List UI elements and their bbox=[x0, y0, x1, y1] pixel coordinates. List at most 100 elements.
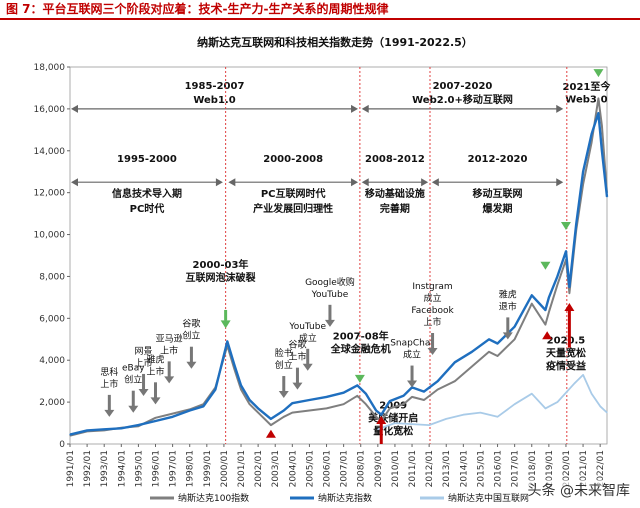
series-point bbox=[591, 141, 593, 143]
stimulus-arrowhead bbox=[376, 416, 387, 425]
series-point bbox=[283, 416, 285, 418]
event-label: Google收购 bbox=[305, 276, 355, 288]
series-point bbox=[291, 402, 293, 404]
x-tick-label: 2012/01 bbox=[425, 450, 435, 487]
series-point bbox=[343, 392, 345, 394]
series-point bbox=[601, 125, 603, 127]
callout-label: 天量宽松 bbox=[546, 346, 586, 359]
phase-arrow-left bbox=[71, 104, 78, 113]
x-tick-label: 2001/01 bbox=[237, 450, 247, 487]
x-tick-label: 1993/01 bbox=[100, 450, 110, 487]
phase-label-period: 2012-2020 bbox=[468, 154, 528, 165]
series-point bbox=[531, 294, 533, 296]
series-point bbox=[462, 414, 464, 416]
series-point bbox=[240, 384, 242, 386]
callout-label: 2020.5 bbox=[547, 335, 586, 346]
phase-label-period: 1995-2000 bbox=[117, 154, 177, 165]
y-tick-label: 8,000 bbox=[39, 272, 65, 282]
y-tick-label: 4,000 bbox=[39, 356, 65, 366]
x-tick-label: 1991/01 bbox=[66, 450, 76, 487]
callout-label: 2009 bbox=[379, 400, 407, 411]
series-point bbox=[544, 407, 547, 409]
series-point bbox=[356, 384, 358, 386]
series-point bbox=[582, 374, 584, 376]
series-point bbox=[488, 351, 490, 353]
x-tick-label: 2014/01 bbox=[459, 450, 469, 487]
x-tick-label: 1998/01 bbox=[186, 450, 196, 487]
series-point bbox=[411, 423, 413, 425]
callout-label: 2000-03年 bbox=[193, 258, 249, 271]
y-tick-label: 0 bbox=[59, 440, 65, 450]
x-tick-label: 2007/01 bbox=[340, 450, 350, 487]
series-point bbox=[248, 403, 251, 405]
series-point bbox=[411, 396, 413, 398]
series-point bbox=[402, 403, 405, 405]
event-arrowhead bbox=[104, 409, 115, 417]
x-tick-label: 2004/01 bbox=[288, 450, 298, 487]
y-tick-label: 2,000 bbox=[39, 398, 65, 408]
series-point bbox=[233, 363, 235, 366]
x-tick-label: 1997/01 bbox=[169, 450, 179, 487]
phase-label-detail: 爆发期 bbox=[483, 202, 513, 215]
phase-label-name: Web1.0 bbox=[193, 95, 235, 106]
series-point bbox=[380, 414, 382, 416]
series-point bbox=[325, 407, 328, 409]
trough-marker bbox=[265, 429, 276, 438]
event-arrowhead bbox=[278, 391, 289, 399]
event-label: 成立 bbox=[424, 292, 442, 304]
phase-arrow-left bbox=[361, 178, 369, 187]
phase-label-name: Web2.0+移动互联网 bbox=[412, 93, 513, 106]
series-point bbox=[365, 393, 367, 395]
series-point bbox=[556, 275, 559, 278]
phase-arrow-right bbox=[351, 104, 359, 113]
series-point bbox=[86, 429, 88, 431]
series-point bbox=[582, 183, 584, 185]
series-point bbox=[565, 250, 567, 252]
x-tick-label: 2022/01 bbox=[596, 450, 606, 487]
series-point bbox=[308, 399, 311, 401]
callout-label: 全球金融危机 bbox=[330, 342, 391, 355]
y-tick-label: 14,000 bbox=[34, 147, 66, 157]
series-point bbox=[531, 303, 533, 305]
event-label: Facebook bbox=[411, 306, 454, 316]
series-point bbox=[573, 382, 576, 384]
event-arrowhead bbox=[186, 361, 197, 369]
series-point bbox=[137, 424, 140, 426]
event-label: 上市 bbox=[147, 365, 165, 377]
series-point bbox=[437, 380, 439, 382]
series-point bbox=[454, 361, 456, 363]
event-label: 创立 bbox=[275, 359, 293, 371]
event-label: SnapChat bbox=[390, 339, 434, 349]
watermark: 头条 @未来智库 bbox=[527, 480, 630, 500]
series-point bbox=[591, 393, 593, 395]
series-point bbox=[606, 411, 608, 414]
series-point bbox=[597, 97, 600, 100]
x-tick-label: 1995/01 bbox=[134, 450, 144, 487]
stimulus-arrowhead bbox=[564, 302, 575, 311]
series-point bbox=[568, 292, 570, 294]
series-point bbox=[214, 388, 216, 391]
x-tick-label: 2017/01 bbox=[511, 450, 521, 487]
x-tick-label: 2008/01 bbox=[357, 450, 367, 487]
series-point bbox=[544, 324, 547, 326]
y-tick-label: 16,000 bbox=[34, 105, 66, 115]
series-point bbox=[375, 416, 377, 418]
series-point bbox=[514, 326, 516, 328]
event-arrowhead bbox=[407, 380, 418, 388]
x-tick-label: 2021/01 bbox=[579, 450, 589, 487]
peak-marker bbox=[593, 69, 604, 78]
x-tick-label: 2020/01 bbox=[562, 450, 572, 487]
event-label: 脸书 bbox=[275, 347, 293, 359]
series-point bbox=[568, 286, 570, 288]
peak-marker bbox=[560, 221, 571, 230]
x-tick-label: 2011/01 bbox=[408, 450, 418, 487]
event-arrowhead bbox=[164, 376, 175, 384]
series-point bbox=[556, 284, 559, 286]
series-point bbox=[597, 112, 600, 114]
event-arrowhead bbox=[427, 348, 438, 356]
event-arrowhead bbox=[138, 388, 149, 396]
event-label: eBay bbox=[122, 364, 145, 374]
event-arrowhead bbox=[292, 382, 303, 390]
callout-label: 疫情受益 bbox=[546, 359, 586, 372]
series-point bbox=[291, 411, 293, 414]
